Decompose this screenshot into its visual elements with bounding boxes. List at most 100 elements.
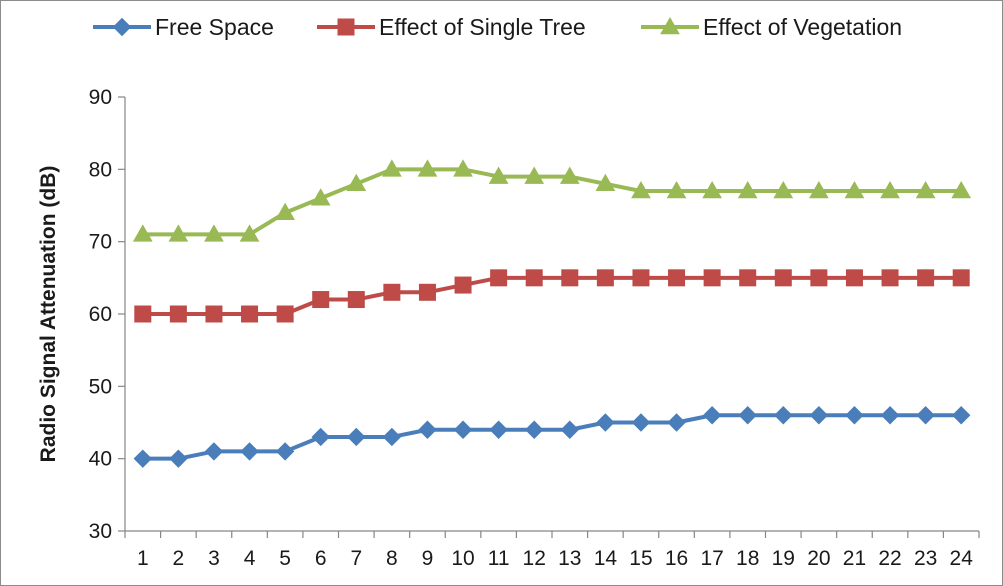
data-point <box>845 406 864 425</box>
x-tick-label: 13 <box>558 547 581 570</box>
data-point <box>666 181 687 199</box>
data-point <box>488 166 509 184</box>
x-tick-label: 18 <box>736 547 759 570</box>
data-point <box>276 305 294 323</box>
x-tick-label: 10 <box>451 547 474 570</box>
x-tick-label: 17 <box>700 547 723 570</box>
data-point <box>239 224 260 242</box>
data-point <box>132 224 153 242</box>
x-tick-label: 6 <box>315 547 327 570</box>
data-point <box>453 420 473 439</box>
data-point <box>169 305 187 323</box>
data-point <box>560 420 579 439</box>
legend-label: Effect of Single Tree <box>379 14 586 40</box>
data-point <box>631 413 651 432</box>
data-point <box>417 159 438 177</box>
legend: Free Space Effect of Single Tree Effect of… <box>93 14 902 40</box>
y-tick-label: 50 <box>89 375 112 398</box>
x-tick-label: 14 <box>594 547 618 570</box>
data-point <box>952 269 970 287</box>
legend-item: Effect of Single Tree <box>317 14 586 40</box>
series-free-space <box>133 406 971 468</box>
data-point <box>774 269 792 287</box>
data-point <box>774 406 793 425</box>
legend-item: Free Space <box>93 14 274 40</box>
data-point <box>809 406 829 425</box>
data-point <box>951 181 972 199</box>
data-point <box>312 291 330 309</box>
data-point <box>559 166 580 184</box>
data-point <box>881 269 899 287</box>
data-point <box>525 269 543 287</box>
data-point <box>596 269 614 287</box>
axes <box>118 96 980 538</box>
series-effect-of-vegetation <box>132 159 972 242</box>
x-tick-label: 9 <box>422 547 434 570</box>
x-tick-label: 5 <box>279 547 291 570</box>
y-axis-title: Radio Signal Attenuation (dB) <box>37 166 60 463</box>
data-point <box>845 269 863 287</box>
data-point <box>418 420 437 439</box>
x-tick-label: 4 <box>244 547 256 570</box>
legend-marker <box>112 17 132 37</box>
data-point <box>916 406 935 425</box>
x-tick-labels: 1 2 3 4 5 6 7 8 9 10 11 12 13 14 15 16 17 18 19 20 21 22 23 24 <box>137 547 973 570</box>
data-point <box>632 269 650 287</box>
data-point <box>418 283 436 301</box>
x-tick-label: 23 <box>914 547 937 570</box>
x-tick-label: 20 <box>807 547 830 570</box>
data-point <box>169 449 188 468</box>
data-point <box>952 406 971 425</box>
series-line <box>142 167 962 237</box>
data-point <box>489 420 508 439</box>
data-point <box>915 181 936 199</box>
y-tick-label: 30 <box>89 520 112 543</box>
data-point <box>595 173 616 192</box>
data-point <box>454 276 472 294</box>
data-point <box>134 305 152 323</box>
legend-label: Free Space <box>155 14 274 40</box>
data-point <box>383 283 401 301</box>
y-tick-label: 60 <box>89 303 112 326</box>
data-point <box>631 181 651 199</box>
y-tick-label: 40 <box>89 448 112 471</box>
data-point <box>809 181 829 199</box>
data-point <box>205 305 223 323</box>
data-point <box>347 427 366 447</box>
data-point <box>347 291 365 309</box>
data-point <box>596 413 615 432</box>
series-line <box>142 413 962 461</box>
data-point <box>453 159 473 177</box>
data-point <box>738 406 757 425</box>
data-point <box>880 406 900 425</box>
x-tick-label: 11 <box>488 547 510 570</box>
data-point <box>204 442 224 461</box>
x-tick-label: 1 <box>137 547 149 570</box>
data-point <box>739 269 757 287</box>
x-tick-label: 3 <box>208 547 220 570</box>
data-point <box>810 269 828 287</box>
data-point <box>702 181 722 199</box>
x-tick-label: 2 <box>173 547 185 570</box>
data-point <box>204 224 224 242</box>
y-tick-label: 90 <box>89 86 112 109</box>
y-tick-labels: 30 40 50 60 70 80 90 <box>89 86 112 543</box>
x-tick-label: 16 <box>665 547 688 570</box>
y-tick-label: 70 <box>89 231 112 254</box>
x-tick-label: 21 <box>843 547 866 570</box>
data-point <box>490 269 508 287</box>
data-point <box>524 166 545 184</box>
series-layer <box>132 159 972 468</box>
x-tick-label: 15 <box>629 547 652 570</box>
data-point <box>561 269 579 287</box>
data-point <box>311 427 330 447</box>
x-tick-label: 7 <box>350 547 362 570</box>
data-point <box>240 442 259 461</box>
data-point <box>880 181 900 199</box>
data-point <box>702 406 722 425</box>
data-point <box>703 269 721 287</box>
data-point <box>275 202 295 220</box>
x-tick-label: 12 <box>523 547 546 570</box>
data-point <box>667 413 686 432</box>
x-tick-label: 22 <box>878 547 901 570</box>
